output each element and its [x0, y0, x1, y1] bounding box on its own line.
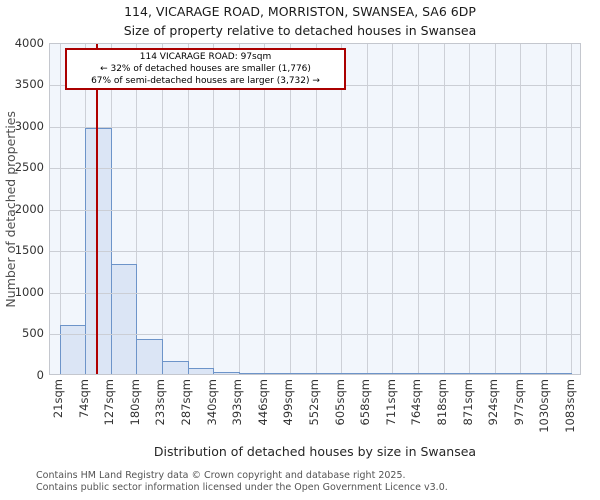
- x-tick-label: 764sqm: [409, 379, 424, 426]
- histogram-bar: [469, 372, 496, 374]
- y-tick-label: 3000: [14, 118, 44, 133]
- gridline-vertical: [571, 44, 573, 374]
- x-tick-label: 340sqm: [204, 379, 219, 426]
- gridline-vertical: [443, 44, 445, 374]
- gridline-vertical: [315, 44, 317, 374]
- gridline-vertical: [392, 44, 394, 374]
- gridline-horizontal: [50, 334, 580, 335]
- histogram-bar: [187, 368, 215, 374]
- histogram-bar: [238, 372, 266, 374]
- histogram-bar: [289, 372, 317, 374]
- gridline-vertical: [59, 44, 61, 374]
- gridline-horizontal: [50, 126, 580, 128]
- gridline-vertical: [366, 44, 368, 374]
- gridline-vertical: [187, 44, 189, 374]
- x-tick-label: 658sqm: [358, 379, 373, 426]
- histogram-bar: [161, 361, 189, 374]
- y-tick-label: 0: [36, 367, 44, 382]
- y-tick-label: 500: [22, 326, 44, 340]
- gridline-vertical: [213, 44, 215, 374]
- gridline-vertical: [264, 44, 266, 374]
- gridline-vertical: [136, 44, 138, 374]
- property-size-marker-line: [95, 44, 98, 374]
- x-tick-label: 552sqm: [307, 379, 321, 426]
- x-tick-label: 499sqm: [281, 379, 296, 426]
- x-tick-label: 977sqm: [511, 379, 526, 426]
- x-tick-label: 393sqm: [230, 379, 245, 426]
- gridline-vertical: [161, 44, 163, 374]
- gridline-horizontal: [50, 251, 580, 252]
- gridline-vertical: [520, 44, 522, 374]
- x-tick-label: 446sqm: [255, 379, 270, 426]
- x-tick-label: 818sqm: [435, 379, 450, 426]
- annotation-smaller-stat: ← 32% of detached houses are smaller (1,…: [100, 64, 311, 74]
- gridline-vertical: [494, 44, 496, 374]
- y-tick-label: 2000: [14, 201, 44, 216]
- gridline-horizontal: [50, 168, 580, 169]
- histogram-bar: [341, 372, 368, 374]
- annotation-box: 114 VICARAGE ROAD: 97sqm ← 32% of detach…: [65, 48, 346, 90]
- histogram-bar: [520, 372, 547, 374]
- histogram-bar: [366, 372, 394, 374]
- histogram-bar: [110, 263, 138, 374]
- footer-line2: Contains public sector information licen…: [36, 481, 448, 493]
- footer-attribution: Contains HM Land Registry data © Crown c…: [36, 470, 448, 493]
- y-tick-label: 2500: [14, 160, 44, 174]
- histogram-bar: [315, 372, 343, 374]
- x-tick-label: 21sqm: [51, 379, 66, 419]
- y-tick-label: 1000: [14, 284, 44, 299]
- x-tick-label: 180sqm: [127, 379, 142, 426]
- gridline-vertical: [341, 44, 343, 374]
- x-tick-label: 924sqm: [486, 379, 501, 426]
- plot-area: 114 VICARAGE ROAD: 97sqm ← 32% of detach…: [49, 43, 581, 375]
- histogram-bar: [443, 372, 471, 374]
- gridline-vertical: [238, 44, 240, 374]
- y-tick-label: 1500: [14, 243, 44, 257]
- annotation-property: 114 VICARAGE ROAD: 97sqm: [139, 52, 272, 62]
- x-tick-label: 233sqm: [153, 379, 168, 426]
- histogram-bar: [264, 372, 291, 374]
- histogram-bar: [417, 372, 445, 374]
- y-tick-label: 4000: [14, 35, 44, 50]
- annotation-larger-stat: 67% of semi-detached houses are larger (…: [91, 76, 320, 86]
- gridline-vertical: [469, 44, 471, 374]
- x-tick-label: 127sqm: [102, 379, 117, 426]
- histogram-bar: [545, 372, 573, 374]
- x-tick-label: 287sqm: [179, 379, 194, 426]
- chart-subtitle: Size of property relative to detached ho…: [123, 23, 477, 38]
- histogram-bar: [392, 372, 419, 374]
- histogram-bar: [136, 339, 163, 374]
- x-tick-label: 74sqm: [76, 379, 91, 419]
- gridline-horizontal: [50, 209, 580, 211]
- gridline-vertical: [417, 44, 419, 374]
- x-tick-label: 1030sqm: [537, 379, 552, 433]
- gridline-vertical: [545, 44, 547, 374]
- x-tick-label: 871sqm: [460, 379, 475, 426]
- gridline-vertical: [289, 44, 291, 374]
- x-tick-label: 1083sqm: [562, 379, 577, 433]
- histogram-bar: [213, 371, 240, 374]
- x-tick-label: 711sqm: [383, 379, 398, 426]
- y-tick-label: 3500: [14, 77, 44, 91]
- footer-line1: Contains HM Land Registry data © Crown c…: [36, 470, 406, 481]
- histogram-bar: [494, 372, 522, 374]
- gridline-horizontal: [50, 292, 580, 294]
- histogram-bar: [59, 325, 87, 374]
- x-tick-label: 605sqm: [332, 379, 347, 426]
- x-axis-title: Distribution of detached houses by size …: [153, 444, 477, 459]
- chart-title: 114, VICARAGE ROAD, MORRISTON, SWANSEA, …: [124, 4, 476, 19]
